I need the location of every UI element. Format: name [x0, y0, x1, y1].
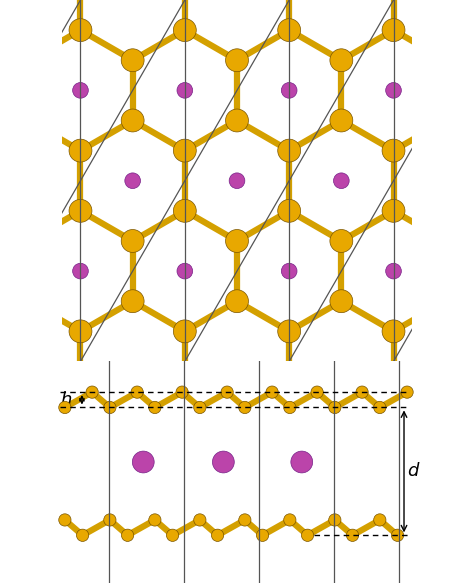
Circle shape: [173, 199, 196, 222]
Circle shape: [149, 401, 161, 413]
Circle shape: [311, 386, 323, 398]
Circle shape: [330, 49, 353, 72]
Circle shape: [132, 451, 154, 473]
Circle shape: [291, 451, 313, 473]
Circle shape: [177, 203, 192, 219]
Circle shape: [239, 401, 251, 413]
Circle shape: [221, 386, 233, 398]
Circle shape: [69, 320, 92, 343]
Circle shape: [166, 529, 179, 542]
Circle shape: [229, 113, 245, 128]
Circle shape: [382, 19, 405, 41]
Circle shape: [334, 173, 349, 188]
Circle shape: [334, 293, 349, 309]
Circle shape: [239, 514, 251, 526]
Circle shape: [229, 173, 245, 188]
Circle shape: [284, 401, 296, 413]
Circle shape: [104, 401, 116, 413]
Circle shape: [177, 83, 192, 98]
Circle shape: [69, 19, 92, 41]
Circle shape: [149, 514, 161, 526]
Circle shape: [226, 109, 248, 132]
Circle shape: [194, 401, 206, 413]
Circle shape: [121, 529, 134, 542]
Circle shape: [211, 529, 224, 542]
Circle shape: [69, 139, 92, 162]
Circle shape: [284, 514, 296, 526]
Circle shape: [173, 19, 196, 41]
Circle shape: [386, 83, 401, 98]
Text: $d$: $d$: [408, 462, 421, 480]
Circle shape: [256, 529, 269, 542]
Circle shape: [346, 529, 359, 542]
Circle shape: [282, 203, 297, 219]
Circle shape: [121, 109, 144, 132]
Text: $h$: $h$: [61, 391, 73, 409]
Circle shape: [86, 386, 98, 398]
Circle shape: [278, 320, 301, 343]
Circle shape: [386, 22, 401, 38]
Circle shape: [282, 22, 297, 38]
Circle shape: [229, 293, 245, 309]
Circle shape: [121, 49, 144, 72]
Circle shape: [73, 22, 88, 38]
Circle shape: [177, 264, 192, 279]
Circle shape: [121, 230, 144, 252]
Circle shape: [330, 290, 353, 312]
Circle shape: [382, 199, 405, 222]
Circle shape: [266, 386, 278, 398]
Circle shape: [374, 514, 386, 526]
Circle shape: [73, 264, 88, 279]
Circle shape: [282, 83, 297, 98]
Circle shape: [386, 203, 401, 219]
Circle shape: [194, 514, 206, 526]
Circle shape: [125, 293, 140, 309]
Circle shape: [330, 230, 353, 252]
Circle shape: [330, 109, 353, 132]
Circle shape: [226, 230, 248, 252]
Circle shape: [278, 19, 301, 41]
Circle shape: [374, 401, 386, 413]
Circle shape: [176, 386, 188, 398]
Circle shape: [104, 514, 116, 526]
Circle shape: [125, 113, 140, 128]
Circle shape: [212, 451, 234, 473]
Circle shape: [226, 290, 248, 312]
Circle shape: [121, 290, 144, 312]
Circle shape: [59, 401, 71, 413]
Circle shape: [382, 139, 405, 162]
Circle shape: [69, 199, 92, 222]
Circle shape: [226, 49, 248, 72]
Circle shape: [177, 22, 192, 38]
Circle shape: [386, 264, 401, 279]
Circle shape: [382, 320, 405, 343]
Circle shape: [73, 83, 88, 98]
Circle shape: [76, 529, 89, 542]
Circle shape: [392, 529, 404, 542]
Circle shape: [125, 173, 140, 188]
Circle shape: [73, 203, 88, 219]
Circle shape: [173, 320, 196, 343]
Circle shape: [328, 401, 341, 413]
Circle shape: [59, 514, 71, 526]
Circle shape: [356, 386, 368, 398]
Circle shape: [328, 514, 341, 526]
Circle shape: [278, 139, 301, 162]
Circle shape: [282, 264, 297, 279]
Circle shape: [401, 386, 413, 398]
Circle shape: [173, 139, 196, 162]
Circle shape: [131, 386, 143, 398]
Circle shape: [334, 113, 349, 128]
Circle shape: [301, 529, 314, 542]
Circle shape: [278, 199, 301, 222]
